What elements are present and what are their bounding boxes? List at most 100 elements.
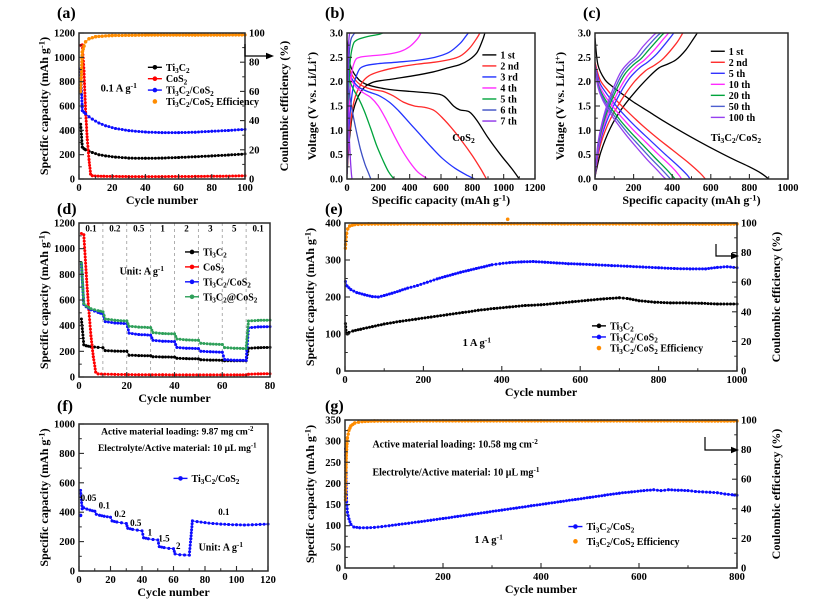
- legend-item: CoS2: [147, 74, 188, 86]
- legend-label: Ti3C2: [166, 63, 190, 75]
- y-tick-label: 300: [325, 437, 341, 448]
- legend-item: Ti3C2: [185, 247, 227, 260]
- y-tick-label: 1200: [54, 219, 75, 230]
- right-tick-label: 40: [249, 116, 260, 127]
- annotation: 1 A g-1: [474, 532, 503, 546]
- y-tick-label: 2.5: [330, 53, 343, 64]
- x-tick-label: 100: [237, 183, 253, 194]
- y-tick-label: 800: [59, 77, 75, 88]
- annotation: 0.1: [99, 501, 111, 511]
- y-tick-label: 1.5: [330, 102, 343, 113]
- x-tick-label: 0: [342, 375, 347, 386]
- right-axis-arrow: [715, 244, 739, 260]
- series-1st-charge: [595, 33, 698, 177]
- y-tick-label: 600: [59, 296, 75, 307]
- annotation: Active material loading: 10.58 mg cm-2: [372, 438, 538, 451]
- right-tick-label: 0: [741, 367, 746, 378]
- legend-marker: [152, 65, 158, 70]
- series-Ti3C2: [79, 122, 247, 160]
- y-tick-label: 0.0: [330, 175, 343, 186]
- x-tick-label: 0: [76, 381, 81, 392]
- y-tick-label: 0: [70, 567, 75, 578]
- y-tick-label: 150: [325, 500, 341, 511]
- legend-label: Ti3C2/CoS2: [610, 332, 658, 344]
- x-tick-label: 120: [260, 575, 276, 586]
- y-tick-label: 400: [59, 321, 75, 332]
- x-tick-label: 40: [169, 381, 180, 392]
- x-tick-label: 80: [265, 381, 276, 392]
- legend-item: 1 st: [710, 47, 744, 58]
- legend-label: Ti3C2/CoS2 Efficiency: [586, 537, 679, 549]
- panel-c-label: (c): [583, 5, 601, 22]
- x-tick-label: 200: [626, 183, 642, 194]
- x-tick-label: 400: [494, 375, 510, 386]
- series-10th-discharge: [595, 65, 683, 179]
- right-axis: 0 20 40 60 80 100 Coulombic efficiency (%): [732, 416, 783, 575]
- annotation: 2: [184, 223, 189, 233]
- legend-marker: [596, 334, 602, 340]
- legend-label: Ti3C2/CoS2: [166, 86, 214, 98]
- legend-label: Ti3C2@CoS2: [203, 292, 258, 304]
- annotation: 0.05: [81, 493, 97, 503]
- y-tick-label: 1000: [54, 244, 75, 255]
- x-axis: 0 20 40 60 80 100 Cycle number: [76, 174, 253, 207]
- legend-item: Ti3C2/CoS2: [173, 474, 240, 486]
- arrow-line: [244, 44, 268, 57]
- legend-label: 6 th: [500, 106, 517, 117]
- annotation: 3: [208, 223, 213, 233]
- series-5th-charge: [347, 33, 383, 172]
- annotation: Ti3C2/CoS2: [711, 133, 762, 145]
- y-tick-label: 600: [59, 102, 75, 113]
- series-10th-charge: [595, 33, 670, 177]
- right-tick-label: 60: [741, 278, 752, 289]
- right-axis: 0 20 40 60 80 100 Coulombic efficiency (%): [240, 29, 291, 186]
- legend: Ti3C2/CoS2 Ti3C2/CoS2 Efficiency: [568, 522, 680, 549]
- legend-label: 1 st: [500, 50, 515, 61]
- y-tick-label: 200: [325, 293, 341, 304]
- y-tick-label: 0.5: [578, 150, 591, 161]
- series-1st-charge: [347, 33, 486, 175]
- legend-marker: [573, 524, 578, 529]
- legend-item: Ti3C2/CoS2 Efficiency: [573, 537, 680, 549]
- arrow-line: [715, 244, 733, 257]
- x-tick-label: 1000: [778, 183, 799, 194]
- x-tick-label: 400: [533, 572, 549, 583]
- x-axis: 0 200 400 600 800 Cycle number: [342, 563, 745, 596]
- y-tick-label: 400: [59, 126, 75, 137]
- arrow-head: [731, 446, 739, 454]
- series-Ti3C2-CoS2: [343, 260, 739, 299]
- legend-item: Ti3C2/CoS2: [568, 522, 635, 534]
- right-axis-title: Coulombic efficiency (%): [769, 429, 783, 560]
- legend-item: Ti3C2/CoS2: [147, 86, 214, 98]
- x-tick-label: 20: [107, 183, 118, 194]
- right-tick-label: 0: [741, 564, 746, 575]
- series-efficiency: [343, 222, 739, 250]
- x-tick-label: 40: [137, 575, 148, 586]
- y-axis-title: Specific capacity (mAh g-1): [303, 425, 318, 563]
- y-tick-label: 200: [59, 537, 75, 548]
- y-axis: 0.0 0.5 1.0 1.5 2.0 2.5 3.0 Voltage (V vs. Li/L…: [305, 29, 352, 186]
- series-group: [79, 33, 247, 179]
- legend-label: Ti3C2/CoS2: [203, 277, 251, 289]
- y-axis: 0.0 0.5 1.0 1.5 2.0 2.5 3.0 Voltage (V vs. Li/L…: [553, 29, 600, 186]
- series-2nd-charge: [595, 33, 684, 177]
- y-axis-title: Voltage (V vs. Li/Li+): [553, 52, 568, 160]
- panel-b-label: (b): [325, 5, 345, 22]
- right-tick-label: 60: [741, 475, 752, 486]
- legend-marker: [189, 249, 195, 255]
- legend-item: 100 th: [710, 113, 756, 124]
- right-tick-label: 100: [741, 416, 757, 427]
- series-5th-discharge: [595, 64, 691, 179]
- y-axis-title: Specific capacity (mAh g-1): [37, 428, 52, 566]
- legend-item: Ti3C2: [591, 321, 634, 334]
- legend-label: 7 th: [500, 117, 517, 128]
- x-tick-label: 600: [631, 572, 647, 583]
- y-tick-label: 1200: [54, 29, 75, 40]
- series-4th-discharge: [347, 62, 428, 179]
- x-tick-label: 60: [168, 575, 179, 586]
- legend-item: 1 st: [482, 50, 516, 61]
- x-tick-label: 0: [76, 575, 81, 586]
- series-5th-discharge: [347, 64, 396, 179]
